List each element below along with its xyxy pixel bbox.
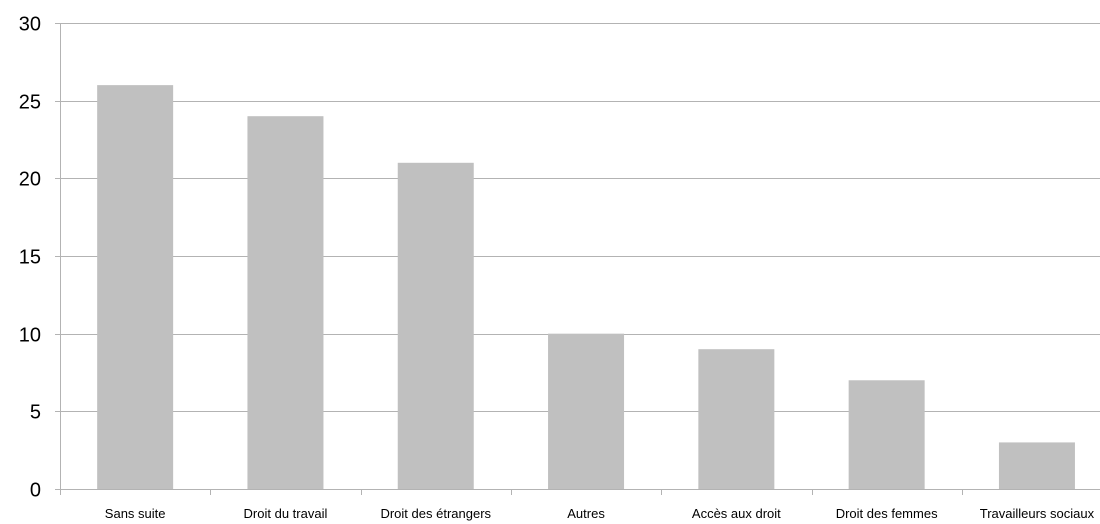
x-tick-label: Droit des étrangers — [380, 506, 491, 521]
axes — [55, 23, 1100, 495]
y-tick-label: 20 — [19, 169, 41, 191]
y-tick-label: 30 — [19, 14, 41, 36]
bar-5 — [848, 380, 925, 489]
y-tick-label: 10 — [19, 325, 41, 347]
bar-1 — [247, 116, 324, 489]
x-tick-label: Travailleurs sociaux — [980, 506, 1095, 521]
gridlines — [60, 23, 1100, 412]
y-tick-label: 25 — [19, 92, 41, 114]
x-tick-label: Autres — [567, 506, 605, 521]
y-tick-label: 0 — [30, 480, 41, 502]
bar-0 — [97, 85, 174, 489]
y-tick-label: 15 — [19, 247, 41, 269]
x-tick-label: Droit du travail — [244, 506, 328, 521]
x-tick-label: Droit des femmes — [836, 506, 938, 521]
y-tick-label: 5 — [30, 402, 41, 424]
bar-3 — [548, 333, 625, 489]
bar-4 — [698, 349, 775, 489]
bar-6 — [998, 442, 1075, 489]
bar-2 — [397, 162, 474, 490]
bars — [97, 85, 1075, 490]
x-tick-label: Sans suite — [105, 506, 166, 521]
tick-labels: 0 5 10 15 20 25 30 Sans suite Droit du travail Dr… — [19, 14, 1095, 522]
x-tick-label: Accès aux droit — [692, 506, 781, 521]
